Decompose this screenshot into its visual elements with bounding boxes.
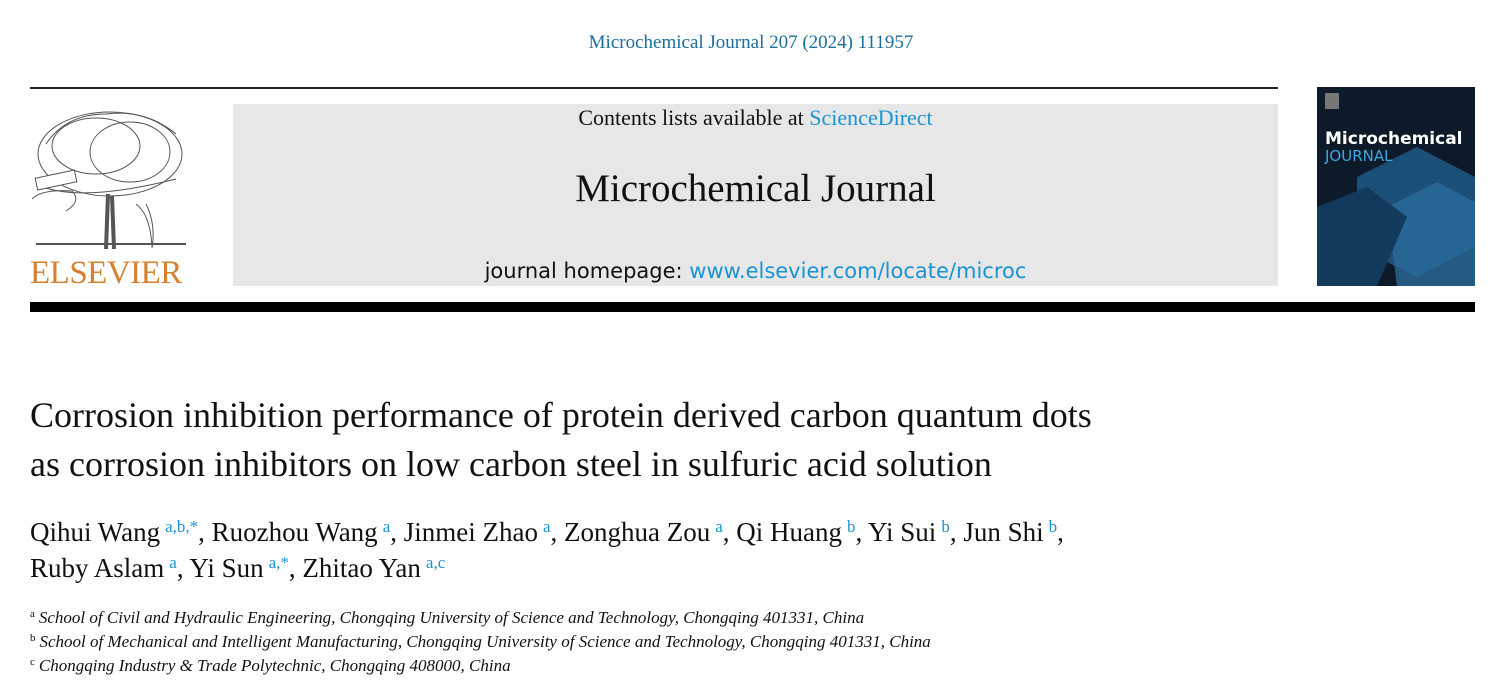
publisher-name: ELSEVIER	[30, 255, 182, 291]
homepage-link[interactable]: www.elsevier.com/locate/microc	[689, 259, 1027, 283]
journal-cover[interactable]: Microchemical JOURNAL	[1317, 87, 1475, 286]
sciencedirect-link[interactable]: ScienceDirect	[809, 105, 933, 130]
affiliation: a School of Civil and Hydraulic Engineeri…	[30, 606, 931, 630]
affiliation-label: a	[30, 608, 35, 620]
elsevier-logo	[31, 111, 186, 250]
author-affiliation-mark[interactable]: a	[715, 517, 723, 536]
author-affiliation-mark[interactable]: a	[169, 553, 177, 572]
affiliation-text: Chongqing Industry & Trade Polytechnic, …	[38, 656, 511, 675]
contents-line: Contents lists available at ScienceDirec…	[233, 105, 1278, 131]
rule	[30, 87, 1278, 89]
author-separator: ,	[949, 517, 957, 547]
author-affiliation-mark[interactable]: a,b,*	[165, 517, 199, 536]
citation[interactable]: Microchemical Journal 207 (2024) 111957	[588, 32, 914, 53]
affiliation: b School of Mechanical and Intelligent Ma…	[30, 630, 931, 654]
author-name: Zonghua Zou	[564, 517, 711, 547]
author-name: Ruozhou Wang	[211, 517, 378, 547]
affiliation: c Chongqing Industry & Trade Polytechnic,…	[30, 654, 931, 678]
author-line: Ruby Aslam a, Yi Sun a,*, Zhitao Yan a,c	[30, 550, 1064, 586]
author-affiliation-mark[interactable]: a,c	[425, 553, 446, 572]
author-name: Ruby Aslam	[30, 553, 165, 583]
author-affiliation-mark[interactable]: a	[542, 517, 551, 536]
affiliation-text: School of Civil and Hydraulic Engineerin…	[38, 608, 865, 627]
author-name: Jun Shi	[963, 517, 1044, 547]
author-name: Yi Sui	[868, 517, 937, 547]
author-separator: ,	[390, 517, 397, 547]
author-affiliation-mark[interactable]: b	[941, 517, 950, 536]
author-affiliation-mark[interactable]: a,*	[268, 553, 289, 572]
author-affiliation-mark[interactable]: a	[382, 517, 391, 536]
cover-title: Microchemical	[1325, 129, 1463, 149]
cover-subtitle: JOURNAL	[1324, 147, 1393, 165]
affiliation-label: c	[30, 656, 35, 668]
rule	[30, 302, 1475, 312]
affiliation-list: a School of Civil and Hydraulic Engineeri…	[30, 606, 931, 678]
affiliation-text: School of Mechanical and Intelligent Man…	[39, 632, 931, 651]
author-separator: ,	[288, 553, 296, 583]
author-line: Qihui Wang a,b,*, Ruozhou Wang a, Jinmei Z…	[30, 514, 1064, 550]
contents-text: Contents lists available at	[578, 105, 804, 130]
author-affiliation-mark[interactable]: b	[1048, 517, 1058, 536]
author-name: Zhitao Yan	[302, 553, 421, 583]
author-separator: ,	[198, 517, 205, 547]
author-name: Jinmei Zhao	[403, 517, 538, 547]
author-list: Qihui Wang a,b,*, Ruozhou Wang a, Jinmei Z…	[30, 514, 1064, 586]
author-name: Qihui Wang	[30, 517, 161, 547]
author-name: Yi Sun	[189, 553, 264, 583]
author-affiliation-mark[interactable]: b	[847, 517, 856, 536]
author-separator: ,	[855, 517, 863, 547]
author-separator: ,	[1057, 517, 1064, 547]
author-separator: ,	[722, 517, 730, 547]
author-name: Qi Huang	[736, 517, 843, 547]
homepage-line: journal homepage: www.elsevier.com/locat…	[233, 259, 1278, 283]
author-separator: ,	[176, 553, 184, 583]
affiliation-label: b	[30, 632, 36, 644]
article-title: Corrosion inhibition performance of prot…	[30, 391, 1092, 489]
journal-banner	[233, 104, 1278, 286]
author-separator: ,	[550, 517, 558, 547]
homepage-text: journal homepage:	[484, 259, 683, 283]
title-line: as corrosion inhibitors on low carbon st…	[30, 444, 992, 484]
journal-name: Microchemical Journal	[575, 167, 936, 210]
title-line: Corrosion inhibition performance of prot…	[30, 395, 1092, 435]
